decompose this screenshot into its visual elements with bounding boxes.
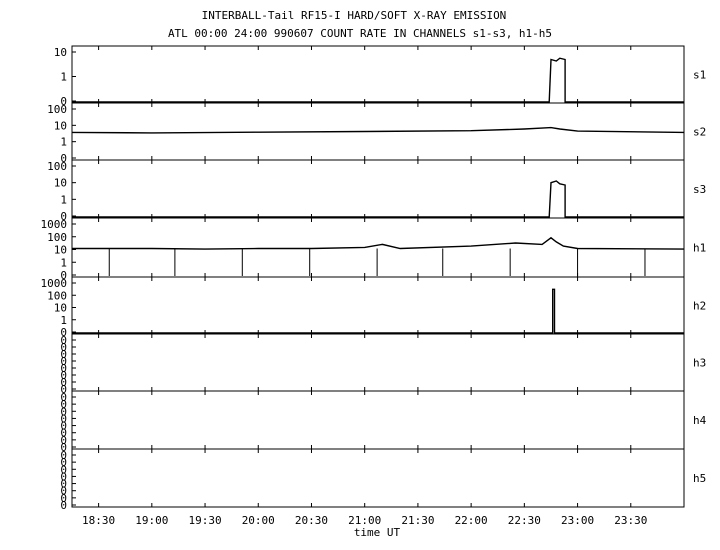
y-tick-label: 0 <box>60 478 67 491</box>
panel-frame <box>71 276 685 335</box>
y-tick-label: 0 <box>60 152 67 165</box>
y-tick-label: 0 <box>60 470 67 483</box>
x-tick-label: 22:30 <box>508 514 541 527</box>
y-tick-label: 10 <box>54 302 67 315</box>
x-axis-label: time UT <box>354 526 401 539</box>
y-tick-label: 0 <box>60 398 67 411</box>
y-tick-label: 1 <box>60 314 67 327</box>
panel-frame <box>71 390 685 450</box>
y-tick-label: 0 <box>60 405 67 418</box>
y-tick-label: 0 <box>60 449 67 462</box>
panels-group: 1010s11001010s21001010s310001001010h1100… <box>41 45 707 512</box>
x-axis: 18:30 19:00 19:30 20:00 20:30 21:00 21:30 22:00… <box>82 514 647 527</box>
panel-frame <box>71 159 685 219</box>
panel-label-h2: h2 <box>693 300 706 313</box>
y-tick-label: 100 <box>47 160 67 173</box>
panel-label-h1: h1 <box>693 242 706 255</box>
y-tick-label: 10 <box>54 244 67 257</box>
y-tick-label: 100 <box>47 103 67 116</box>
panel-label-s1: s1 <box>693 69 706 82</box>
panel-frame <box>71 217 685 278</box>
series-line-s3 <box>72 180 684 218</box>
chart-subtitle: ATL 00:00 24:00 990607 COUNT RATE IN CHA… <box>168 27 552 40</box>
x-tick-label: 20:30 <box>295 514 328 527</box>
y-tick-label: 0 <box>60 434 67 447</box>
y-tick-label: 1 <box>60 136 67 149</box>
x-tick-label: 19:00 <box>135 514 168 527</box>
y-tick-label: 0 <box>60 269 67 282</box>
x-tick-label: 22:00 <box>455 514 488 527</box>
series-line-h1 <box>72 236 685 250</box>
y-tick-label: 0 <box>60 348 67 361</box>
y-tick-label: 1 <box>60 71 67 84</box>
y-tick-label: 0 <box>60 420 67 433</box>
y-tick-label: 100 <box>47 289 67 302</box>
y-tick-label: 0 <box>60 362 67 375</box>
y-tick-label: 100 <box>47 231 67 244</box>
x-tick-label: 23:30 <box>614 514 647 527</box>
panel-label-h4: h4 <box>693 414 707 427</box>
y-tick-label: 0 <box>60 355 67 368</box>
y-tick-label: 0 <box>60 412 67 425</box>
y-tick-label: 10 <box>54 119 67 132</box>
y-tick-label: 0 <box>60 369 67 382</box>
y-tick-label: 0 <box>60 326 67 339</box>
panel-label-h5: h5 <box>693 472 706 485</box>
x-tick-label: 20:00 <box>242 514 275 527</box>
y-tick-label: 10 <box>54 177 67 190</box>
x-tick-label: 21:30 <box>401 514 434 527</box>
x-tick-label: 23:00 <box>561 514 594 527</box>
y-tick-label: 0 <box>60 427 67 440</box>
x-tick-label: 19:30 <box>188 514 221 527</box>
x-tick-label: 21:00 <box>348 514 381 527</box>
y-tick-label: 0 <box>60 95 67 108</box>
y-tick-label: 0 <box>60 334 67 347</box>
series-line-s2 <box>71 126 685 134</box>
y-tick-label: 0 <box>60 383 67 396</box>
panel-frame <box>71 45 685 104</box>
panel-label-s2: s2 <box>693 126 706 139</box>
panel-frame <box>71 448 685 508</box>
y-tick-label: 0 <box>60 492 67 505</box>
y-tick-label: 1000 <box>41 277 68 290</box>
series-line-s1 <box>72 57 684 103</box>
series-line-h2 <box>72 288 684 334</box>
y-tick-label: 1 <box>60 256 67 269</box>
y-tick-label: 1 <box>60 193 67 206</box>
y-tick-label: 0 <box>60 456 67 469</box>
y-tick-label: 0 <box>60 441 67 454</box>
chart-title: INTERBALL-Tail RF15-I HARD/SOFT X-RAY EM… <box>202 9 507 22</box>
y-tick-label: 0 <box>60 463 67 476</box>
y-tick-label: 1000 <box>41 218 68 231</box>
y-tick-label: 0 <box>60 376 67 389</box>
y-tick-label: 0 <box>60 499 67 512</box>
x-tick-label: 18:30 <box>82 514 115 527</box>
panel-frame <box>71 333 685 392</box>
y-tick-label: 0 <box>60 391 67 404</box>
y-tick-label: 0 <box>60 210 67 223</box>
y-tick-label: 0 <box>60 485 67 498</box>
y-tick-label: 10 <box>54 46 67 59</box>
y-tick-label: 0 <box>60 341 67 354</box>
panel-label-h3: h3 <box>693 357 706 370</box>
panel-label-s3: s3 <box>693 183 706 196</box>
